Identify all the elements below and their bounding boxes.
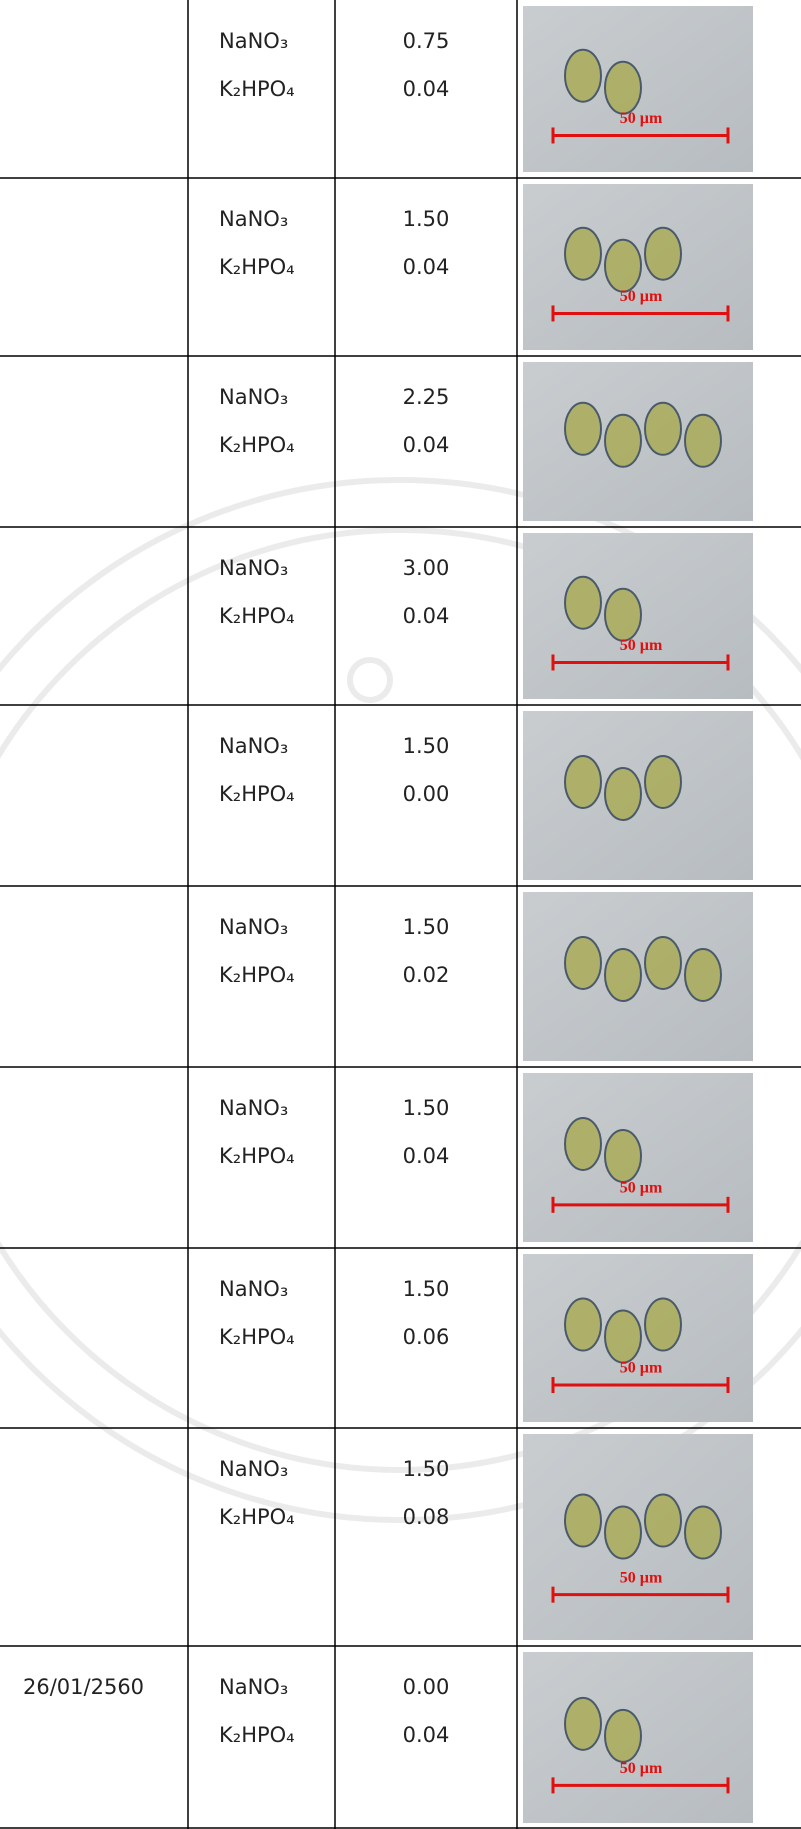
micrograph: 50 µm <box>523 184 753 350</box>
cell <box>564 935 602 990</box>
scale-label: 50 µm <box>620 1760 663 1777</box>
micrograph: 50 µm <box>523 1254 753 1422</box>
nutrient: NaNO₃ <box>219 734 288 758</box>
cell <box>564 226 602 281</box>
micrograph: 50 µm <box>523 1434 753 1640</box>
cell <box>604 413 642 468</box>
nutrient: K₂HPO₄ <box>219 1505 295 1529</box>
cell <box>564 754 602 809</box>
cell <box>644 754 682 809</box>
amount: 0.04 <box>403 77 450 101</box>
cell <box>684 1505 722 1560</box>
scale-label: 50 µm <box>620 637 663 654</box>
amount: 1.50 <box>403 915 450 939</box>
nutrient: K₂HPO₄ <box>219 782 295 806</box>
cell <box>564 401 602 456</box>
watermark <box>0 477 801 1523</box>
nutrient: NaNO₃ <box>219 385 288 409</box>
cell <box>564 575 602 630</box>
nutrient: K₂HPO₄ <box>219 1144 295 1168</box>
amount: 3.00 <box>403 556 450 580</box>
amount: 0.02 <box>403 963 450 987</box>
scale-label: 50 µm <box>620 1569 663 1586</box>
amount: 0.00 <box>403 1675 450 1699</box>
micrograph: 50 µm <box>523 1652 753 1823</box>
amount: 2.25 <box>403 385 450 409</box>
cell <box>604 587 642 642</box>
micrograph <box>523 711 753 880</box>
micrograph: 50 µm <box>523 1073 753 1242</box>
cell <box>644 1493 682 1548</box>
nutrient: K₂HPO₄ <box>219 1723 295 1747</box>
nutrient: NaNO₃ <box>219 915 288 939</box>
amount: 0.00 <box>403 782 450 806</box>
cell <box>564 1696 602 1751</box>
cell <box>604 60 642 115</box>
cell <box>564 1297 602 1352</box>
scale-label: 50 µm <box>620 1360 663 1377</box>
cell <box>564 1493 602 1548</box>
amount: 1.50 <box>403 1096 450 1120</box>
micrograph <box>523 892 753 1061</box>
cell <box>644 935 682 990</box>
scale-label: 50 µm <box>620 110 663 127</box>
amount: 0.04 <box>403 255 450 279</box>
nutrient: NaNO₃ <box>219 1457 288 1481</box>
cell <box>604 238 642 293</box>
micrograph: 50 µm <box>523 533 753 699</box>
amount: 0.04 <box>403 433 450 457</box>
micrograph: 50 µm <box>523 6 753 172</box>
amount: 0.06 <box>403 1325 450 1349</box>
cell <box>564 48 602 103</box>
amount: 0.04 <box>403 604 450 628</box>
cell <box>644 401 682 456</box>
amount: 0.75 <box>403 29 450 53</box>
amount: 1.50 <box>403 207 450 231</box>
amount: 0.08 <box>403 1505 450 1529</box>
cell <box>684 413 722 468</box>
cell <box>684 947 722 1002</box>
scale-label: 50 µm <box>620 288 663 305</box>
date: 26/01/2560 <box>23 1675 144 1699</box>
cell <box>564 1116 602 1171</box>
nutrient: K₂HPO₄ <box>219 77 295 101</box>
nutrient: NaNO₃ <box>219 1096 288 1120</box>
nutrient: NaNO₃ <box>219 1277 288 1301</box>
cell <box>604 1309 642 1364</box>
nutrient: K₂HPO₄ <box>219 433 295 457</box>
amount: 1.50 <box>403 1457 450 1481</box>
cell <box>644 226 682 281</box>
nutrient: NaNO₃ <box>219 207 288 231</box>
nutrient: K₂HPO₄ <box>219 963 295 987</box>
nutrient: NaNO₃ <box>219 1675 288 1699</box>
nutrient: NaNO₃ <box>219 29 288 53</box>
cell <box>604 766 642 821</box>
cell <box>604 1505 642 1560</box>
scale-label: 50 µm <box>620 1179 663 1196</box>
amount: 1.50 <box>403 734 450 758</box>
amount: 0.04 <box>403 1723 450 1747</box>
cell <box>604 1128 642 1183</box>
nutrient: K₂HPO₄ <box>219 1325 295 1349</box>
cell <box>604 947 642 1002</box>
micrograph <box>523 362 753 521</box>
cell <box>604 1708 642 1763</box>
amount: 0.04 <box>403 1144 450 1168</box>
nutrient: NaNO₃ <box>219 556 288 580</box>
nutrient: K₂HPO₄ <box>219 604 295 628</box>
nutrient: K₂HPO₄ <box>219 255 295 279</box>
cell <box>644 1297 682 1352</box>
amount: 1.50 <box>403 1277 450 1301</box>
